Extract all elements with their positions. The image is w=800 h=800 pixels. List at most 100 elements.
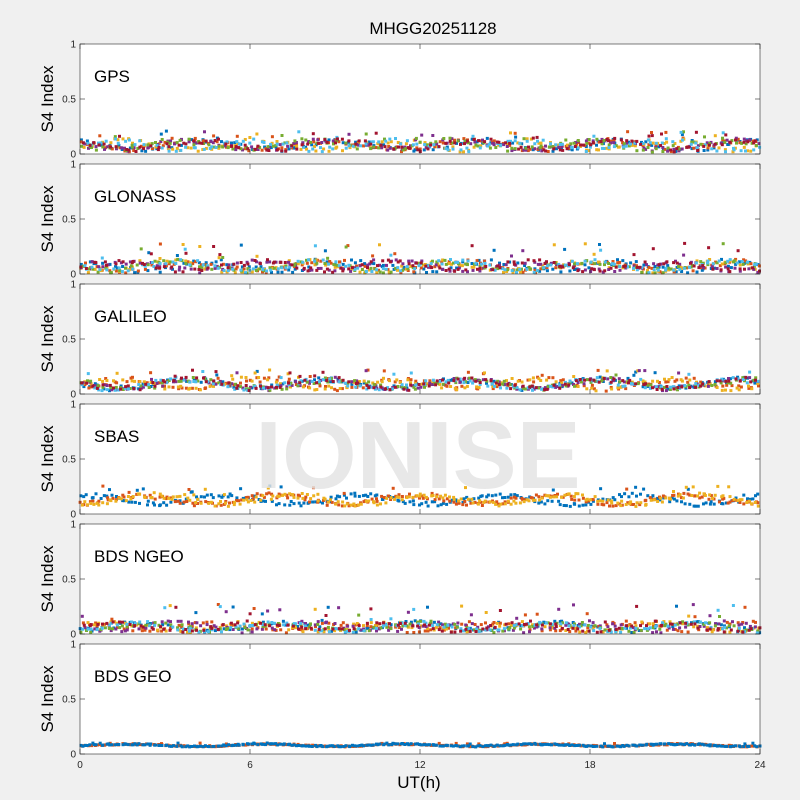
data-point xyxy=(573,626,577,630)
data-point xyxy=(226,504,230,508)
data-point xyxy=(557,499,561,503)
data-point xyxy=(561,265,564,269)
data-point xyxy=(253,500,257,504)
data-point xyxy=(414,261,418,265)
data-point xyxy=(124,139,128,143)
data-point xyxy=(253,384,257,388)
data-point xyxy=(714,622,717,626)
data-point xyxy=(153,259,157,263)
data-point xyxy=(423,385,426,389)
data-point xyxy=(312,486,315,490)
data-point xyxy=(278,143,282,147)
data-point xyxy=(187,140,191,144)
data-point xyxy=(97,141,100,145)
data-point xyxy=(546,150,550,153)
data-point xyxy=(364,499,368,503)
data-point xyxy=(438,266,442,270)
data-point xyxy=(387,270,391,274)
data-point xyxy=(177,268,181,272)
data-point xyxy=(681,622,685,626)
data-point xyxy=(192,259,196,263)
data-point xyxy=(361,386,365,390)
data-point xyxy=(499,502,503,506)
data-point xyxy=(312,494,316,498)
data-point xyxy=(468,376,472,380)
data-point xyxy=(364,132,368,136)
data-point xyxy=(528,147,532,151)
data-point xyxy=(191,368,194,372)
data-point xyxy=(678,386,682,390)
data-point xyxy=(351,624,355,628)
data-point xyxy=(437,264,441,268)
data-point xyxy=(586,626,590,630)
data-point xyxy=(416,148,420,152)
data-point xyxy=(101,383,105,387)
data-point xyxy=(452,377,456,380)
data-point xyxy=(277,502,281,506)
data-point xyxy=(425,382,429,386)
data-point xyxy=(140,629,144,633)
data-point xyxy=(620,627,624,630)
data-point xyxy=(423,623,426,627)
data-point xyxy=(269,268,273,272)
data-point xyxy=(720,143,724,147)
data-point xyxy=(266,145,270,149)
data-point xyxy=(108,743,112,747)
data-point xyxy=(437,259,441,263)
data-point xyxy=(434,140,438,144)
data-point xyxy=(648,622,652,626)
data-point xyxy=(159,378,163,382)
data-point xyxy=(291,493,295,497)
data-point xyxy=(188,498,192,502)
data-point xyxy=(585,744,588,748)
data-point xyxy=(593,744,597,748)
data-point xyxy=(418,496,421,500)
data-point xyxy=(524,146,528,150)
data-point xyxy=(614,265,618,269)
data-point xyxy=(174,380,178,384)
data-point xyxy=(496,502,500,506)
data-point xyxy=(204,261,208,265)
data-point xyxy=(136,146,140,150)
data-point xyxy=(143,267,147,271)
data-point xyxy=(194,611,198,615)
data-point xyxy=(254,265,258,269)
data-point xyxy=(639,492,642,496)
data-point xyxy=(341,500,345,504)
data-point xyxy=(694,130,698,134)
data-point xyxy=(627,629,631,633)
data-point xyxy=(590,386,594,390)
data-point xyxy=(620,495,623,499)
data-point xyxy=(654,147,658,151)
data-point xyxy=(470,265,474,269)
data-point xyxy=(167,379,171,382)
data-point xyxy=(312,382,316,385)
data-point xyxy=(255,254,259,258)
data-point xyxy=(729,377,732,381)
data-point xyxy=(753,501,757,504)
data-point xyxy=(283,261,287,264)
data-point xyxy=(133,143,137,147)
data-point xyxy=(362,379,366,383)
data-point xyxy=(589,625,593,629)
data-point xyxy=(581,743,585,747)
data-point xyxy=(546,385,550,389)
data-point xyxy=(103,147,106,151)
data-point xyxy=(582,143,585,147)
data-point xyxy=(124,271,128,275)
data-point xyxy=(187,622,191,626)
data-point xyxy=(435,379,439,383)
data-point xyxy=(557,607,561,611)
data-point xyxy=(274,145,278,149)
data-point xyxy=(690,264,694,267)
data-point xyxy=(530,742,534,746)
data-point xyxy=(448,139,452,143)
data-point xyxy=(131,260,135,263)
data-point xyxy=(448,495,451,499)
data-point xyxy=(362,629,366,633)
data-point xyxy=(299,379,303,383)
data-point xyxy=(711,628,715,632)
data-point xyxy=(573,384,576,388)
data-point xyxy=(498,263,501,267)
